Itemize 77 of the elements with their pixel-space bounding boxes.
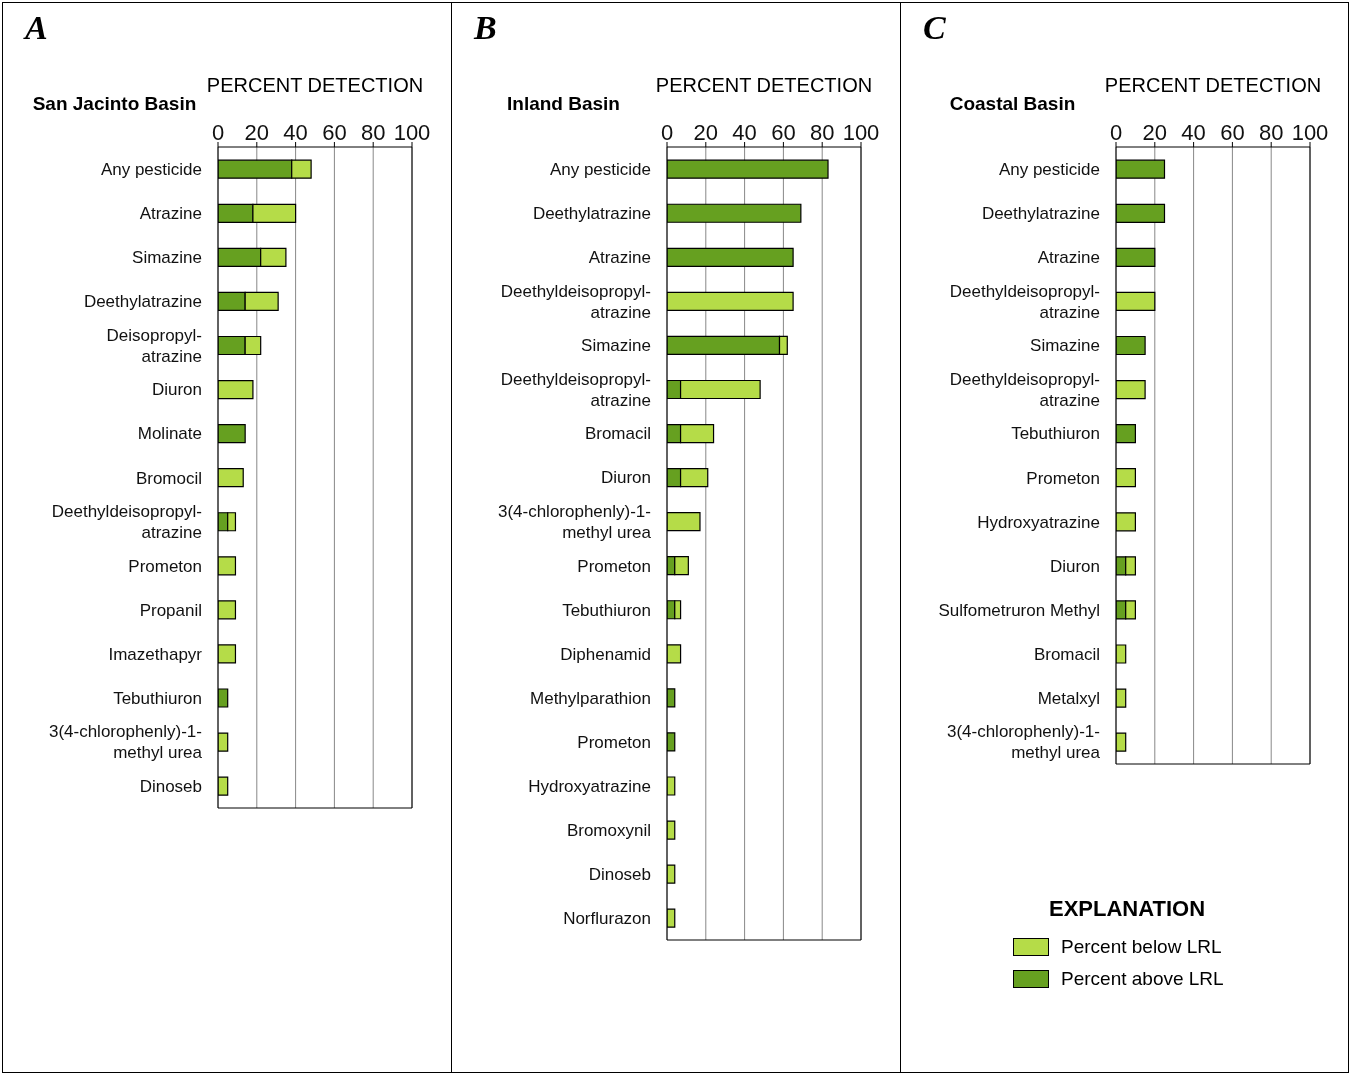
x-axis-title: PERCENT DETECTION: [206, 74, 424, 96]
y-tick-label: 3(4-chlorophenly)-1- methyl urea: [48, 721, 203, 762]
y-tick-label: Sulfometruron Methyl: [938, 600, 1100, 620]
legend-label: Percent above LRL: [1061, 968, 1224, 990]
x-tick-label: 40: [283, 120, 308, 145]
x-tick-label: 20: [244, 120, 270, 145]
y-tick-label: Deethyldeisopropyl- atrazine: [949, 369, 1100, 410]
x-tick-label: 40: [1181, 120, 1206, 145]
chart-title: B: [474, 9, 497, 47]
y-tick-label: 3(4-chlorophenly)-1- methyl urea: [946, 721, 1101, 762]
y-tick-label: Prometon: [128, 556, 202, 576]
y-tick-label: Dinoseb: [139, 776, 202, 796]
y-tick-label: Atrazine: [588, 247, 651, 267]
y-tick-label: Propanil: [139, 600, 202, 620]
x-tick-label: 60: [1220, 120, 1245, 145]
y-tick-label: Any pesticide: [549, 159, 651, 179]
chart-subtitle: San Jacinto Basin: [32, 93, 197, 114]
x-tick-label: 0: [211, 120, 225, 145]
x-tick-label: 100: [842, 120, 880, 145]
y-tick-label: Simazine: [1030, 335, 1100, 355]
y-tick-label: Prometon: [577, 556, 651, 576]
y-tick-label: Atrazine: [139, 203, 202, 223]
y-tick-label: Deethyldeisopropyl- atrazine: [500, 369, 651, 410]
y-tick-label: 3(4-chlorophenly)-1- methyl urea: [497, 501, 652, 542]
y-tick-label: Diuron: [151, 379, 202, 399]
chart-subtitle: Inland Basin: [507, 93, 620, 114]
y-tick-label: Molinate: [137, 423, 202, 443]
x-tick-label: 80: [809, 120, 835, 145]
x-tick-label: 60: [322, 120, 347, 145]
y-tick-label: Deethylatrazine: [981, 203, 1100, 223]
y-tick-label: Methylparathion: [530, 688, 651, 708]
y-tick-label: Hydroxyatrazine: [528, 776, 651, 796]
x-tick-label: 0: [1109, 120, 1123, 145]
y-tick-label: Bromacil: [1033, 644, 1100, 664]
y-tick-label: Diphenamid: [560, 644, 651, 664]
x-axis-title: PERCENT DETECTION: [1103, 74, 1323, 97]
y-tick-label: Deethylatrazine: [532, 203, 651, 223]
x-axis-title: PERCENT DETECTION: [654, 74, 874, 97]
y-tick-label: Tebuthiuron: [113, 688, 202, 708]
y-tick-label: Bromocil: [135, 468, 202, 487]
y-tick-label: Imazethapyr: [108, 644, 203, 664]
x-tick-label: 60: [771, 120, 796, 145]
y-tick-label: Deethyldeisopropyl- atrazine: [51, 501, 202, 542]
chart-subtitle: Coastal Basin: [949, 93, 1076, 114]
legend-label: Percent below LRL: [1061, 936, 1222, 958]
x-tick-label: 80: [360, 120, 386, 145]
y-tick-label: Bromacil: [584, 423, 651, 443]
x-tick-label: 100: [1291, 120, 1329, 145]
y-tick-label: Dinoseb: [588, 864, 651, 884]
x-tick-label: 20: [693, 120, 719, 145]
y-tick-label: Deisopropyl- atrazine: [106, 325, 202, 366]
y-tick-label: Any pesticide: [998, 159, 1100, 179]
y-tick-label: Deethyldeisopropyl- atrazine: [500, 281, 651, 322]
y-tick-label: Norflurazon: [563, 908, 651, 928]
legend-title: EXPLANATION: [1049, 896, 1207, 922]
chart-title: C: [923, 9, 946, 47]
y-tick-label: Deethyldeisopropyl- atrazine: [949, 281, 1100, 322]
y-tick-label: Tebuthiuron: [562, 600, 651, 620]
y-tick-label: Any pesticide: [100, 159, 202, 179]
y-tick-label: Diuron: [600, 467, 651, 487]
y-tick-label: Prometon: [1026, 468, 1100, 488]
x-tick-label: 20: [1142, 120, 1168, 145]
x-tick-label: 40: [732, 120, 757, 145]
chart-title: A: [25, 9, 48, 47]
y-tick-label: Bromoxynil: [566, 820, 651, 840]
y-tick-label: Deethylatrazine: [83, 291, 202, 311]
y-tick-label: Simazine: [581, 335, 651, 355]
y-tick-label: Diuron: [1049, 556, 1100, 576]
x-tick-label: 80: [1258, 120, 1284, 145]
y-tick-label: Atrazine: [1037, 247, 1100, 267]
y-tick-label: Tebuthiuron: [1011, 423, 1100, 443]
y-tick-label: Metalxyl: [1037, 688, 1100, 708]
x-tick-label: 100: [393, 120, 431, 145]
x-tick-label: 0: [660, 120, 674, 145]
y-tick-label: Simazine: [132, 247, 202, 267]
y-tick-label: Prometon: [577, 732, 651, 752]
y-tick-label: Hydroxyatrazine: [977, 512, 1100, 532]
